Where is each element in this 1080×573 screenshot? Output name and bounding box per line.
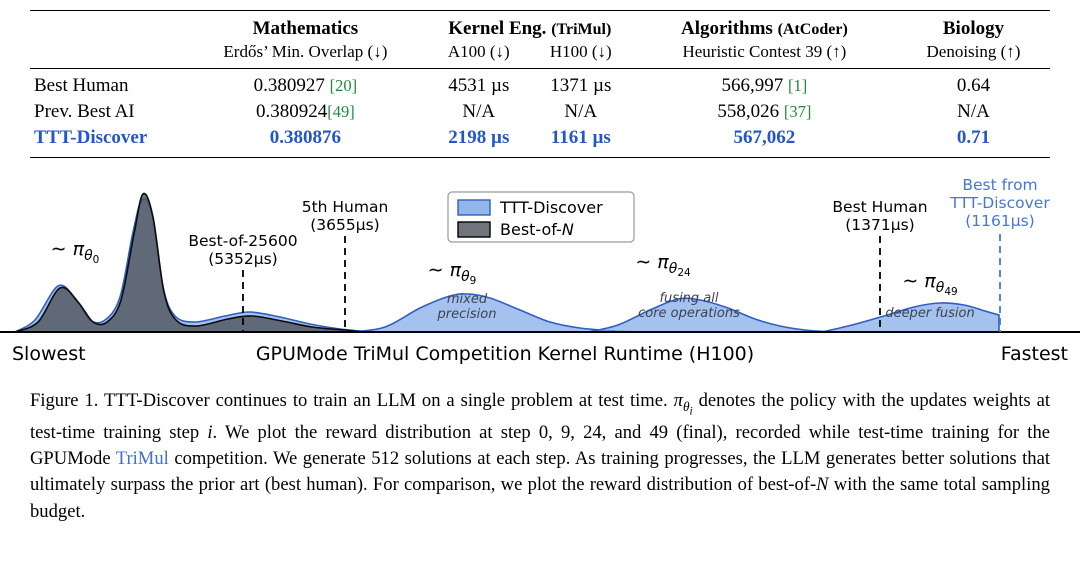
curve-pi-theta-9 bbox=[349, 293, 646, 333]
figure-caption: Figure 1. TTT-Discover continues to trai… bbox=[0, 372, 1080, 525]
caption-text: . We plot the reward distribution at ste… bbox=[30, 421, 1051, 469]
cell-a100: 2198 µs bbox=[448, 127, 510, 148]
subcol-h100: H100 (↓) bbox=[529, 40, 632, 69]
marker-label-best-from-ttt: (1161µs) bbox=[965, 212, 1034, 230]
group-biology: Biology bbox=[897, 11, 1050, 41]
cell-bio: N/A bbox=[957, 101, 990, 122]
bump-note-0: precision bbox=[437, 307, 497, 322]
corner-cell bbox=[30, 40, 183, 69]
pi-theta-i-math: πθi bbox=[673, 390, 693, 418]
cell-math: 0.380927 [20] bbox=[183, 69, 428, 100]
cell-bio: 0.71 bbox=[956, 127, 991, 148]
axis-left-label: Slowest bbox=[12, 343, 86, 365]
subcol-a100: A100 (↓) bbox=[427, 40, 530, 69]
caption-text: Figure 1. TTT-Discover continues to trai… bbox=[30, 390, 674, 411]
group-title: Biology bbox=[942, 18, 1005, 39]
curve-pi-theta-49 bbox=[821, 302, 1000, 333]
value: 566,997 bbox=[721, 75, 784, 96]
group-title: Algorithms bbox=[681, 18, 773, 39]
density-chart: Best-of-25600(5352µs) 5th Human(3655µs) Be… bbox=[0, 176, 1080, 365]
i-variable: i bbox=[207, 421, 213, 443]
results-table: Mathematics Kernel Eng. (TriMul) Algorit… bbox=[30, 10, 1050, 158]
bump-note-2: deeper fusion bbox=[885, 306, 974, 321]
subcol-heuristic-contest: Heuristic Contest 39 (↑) bbox=[631, 40, 897, 69]
pi-label-49: ∼ πθ49 bbox=[902, 270, 957, 298]
row-label: Prev. Best AI bbox=[34, 101, 135, 122]
value: 0.380927 bbox=[253, 75, 325, 96]
trimul-link[interactable]: TriMul bbox=[115, 447, 169, 469]
subcol-denoising: Denoising (↑) bbox=[896, 40, 1050, 69]
marker-label-best-from-ttt: TTT-Discover bbox=[949, 194, 1050, 212]
marker-label-best-human: (1371µs) bbox=[845, 216, 914, 234]
marker-label-best-human: Best Human bbox=[832, 198, 927, 216]
group-title: Kernel Eng. bbox=[448, 18, 547, 39]
cell-math: 0.380876 bbox=[269, 127, 342, 148]
pi-label-24: ∼ πθ24 bbox=[635, 251, 691, 279]
marker-label-fifth-human: (3655µs) bbox=[310, 216, 379, 234]
marker-label-best-of-25600: Best-of-25600 bbox=[188, 232, 297, 250]
legend-swatch-1 bbox=[457, 221, 491, 238]
bump-note-1: fusing all bbox=[659, 291, 718, 306]
group-tag: (AtCoder) bbox=[777, 21, 848, 38]
marker-label-best-of-25600: (5352µs) bbox=[208, 250, 277, 268]
citation-link[interactable]: [20] bbox=[329, 76, 358, 95]
cell-a100: 4531 µs bbox=[448, 75, 510, 96]
citation-link[interactable]: [49] bbox=[327, 102, 355, 121]
cell-algo: 558,026 [37] bbox=[632, 99, 897, 125]
citation-link[interactable]: [37] bbox=[783, 102, 812, 121]
cell-h100: 1371 µs bbox=[550, 75, 612, 96]
group-mathematics: Mathematics bbox=[183, 11, 428, 41]
legend-label-0: TTT-Discover bbox=[499, 198, 603, 217]
pi-label-0: ∼ πθ0 bbox=[51, 238, 100, 266]
caption-text: denotes the policy with the updates weig… bbox=[30, 390, 1050, 443]
citation-link[interactable]: [1] bbox=[788, 76, 808, 95]
row-label: TTT-Discover bbox=[34, 127, 148, 148]
value: 558,026 bbox=[717, 101, 780, 122]
n-variable: N bbox=[816, 474, 829, 496]
cell-algo: 566,997 [1] bbox=[632, 69, 897, 100]
caption-text: with the same total sampling budget. bbox=[30, 474, 1050, 522]
axis-title: GPUMode TriMul Competition Kernel Runtim… bbox=[256, 343, 754, 365]
corner-cell bbox=[30, 11, 183, 41]
cell-math: 0.380924[49] bbox=[183, 99, 428, 125]
marker-label-fifth-human: 5th Human bbox=[302, 198, 389, 216]
caption-text: competition. We generate 512 solutions a… bbox=[30, 447, 1051, 496]
bump-note-0: mixed bbox=[447, 292, 488, 307]
subcol-erdos-min-overlap: Erdős’ Min. Overlap (↓) bbox=[183, 40, 428, 69]
bump-note-1: core operations bbox=[638, 306, 740, 321]
legend-box bbox=[447, 191, 635, 243]
row-label: Best Human bbox=[34, 75, 129, 96]
table-row-ttt-discover: TTT-Discover 0.380876 2198 µs 1161 µs 56… bbox=[30, 125, 1050, 158]
group-tag: (TriMul) bbox=[551, 21, 612, 38]
legend-label-1: Best-of-N bbox=[500, 220, 574, 239]
figure-1-plot: Best-of-25600 (5352µs) 5th Human (3655µs) Be… bbox=[0, 172, 1080, 372]
marker-label-best-from-ttt: Best from bbox=[962, 176, 1037, 194]
group-title: Mathematics bbox=[252, 18, 359, 39]
cell-algo: 567,062 bbox=[733, 127, 796, 148]
table-row-prev-best-ai: Prev. Best AI 0.380924[49] N/A N/A 558,0… bbox=[30, 99, 1050, 125]
cell-bio: 0.64 bbox=[956, 75, 991, 96]
group-kernel-eng: Kernel Eng. (TriMul) bbox=[428, 11, 632, 41]
axis-right-label: Fastest bbox=[1001, 343, 1068, 365]
value: 0.380924 bbox=[256, 101, 328, 122]
cell-a100: N/A bbox=[462, 101, 496, 122]
results-table-section: Mathematics Kernel Eng. (TriMul) Algorit… bbox=[0, 0, 1080, 158]
cell-h100: N/A bbox=[564, 101, 598, 122]
pi-label-9: ∼ πθ9 bbox=[428, 259, 477, 287]
curve-pi-theta-24 bbox=[587, 297, 833, 333]
group-algorithms: Algorithms (AtCoder) bbox=[632, 11, 897, 41]
legend-swatch-0 bbox=[457, 199, 491, 216]
curve-best-of-n bbox=[14, 192, 376, 333]
table-row-best-human: Best Human 0.380927 [20] 4531 µs 1371 µs… bbox=[30, 69, 1050, 100]
cell-h100: 1161 µs bbox=[550, 127, 611, 148]
